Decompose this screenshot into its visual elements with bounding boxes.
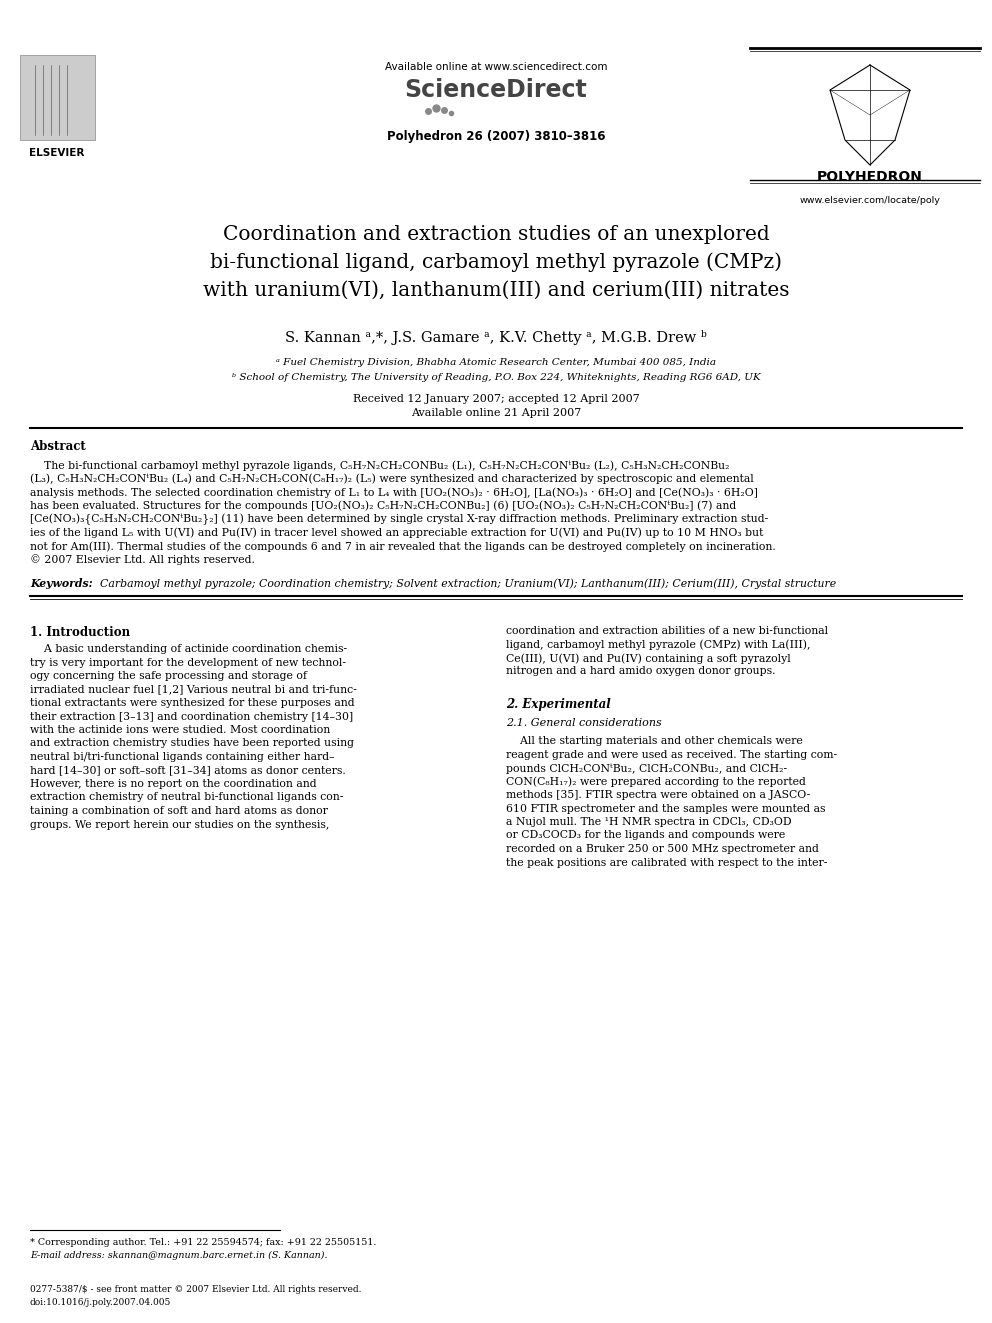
Text: E-mail address: skannan@magnum.barc.ernet.in (S. Kannan).: E-mail address: skannan@magnum.barc.erne…	[30, 1252, 327, 1259]
Text: taining a combination of soft and hard atoms as donor: taining a combination of soft and hard a…	[30, 806, 328, 816]
Text: nitrogen and a hard amido oxygen donor groups.: nitrogen and a hard amido oxygen donor g…	[506, 667, 776, 676]
Text: A basic understanding of actinide coordination chemis-: A basic understanding of actinide coordi…	[30, 644, 347, 654]
Text: CON(C₈H₁₇)₂ were prepared according to the reported: CON(C₈H₁₇)₂ were prepared according to t…	[506, 777, 806, 787]
Text: irradiated nuclear fuel [1,2] Various neutral bi and tri-func-: irradiated nuclear fuel [1,2] Various ne…	[30, 684, 357, 695]
Text: coordination and extraction abilities of a new bi-functional: coordination and extraction abilities of…	[506, 626, 828, 636]
Text: extraction chemistry of neutral bi-functional ligands con-: extraction chemistry of neutral bi-funct…	[30, 792, 343, 803]
Text: neutral bi/tri-functional ligands containing either hard–: neutral bi/tri-functional ligands contai…	[30, 751, 334, 762]
Text: and extraction chemistry studies have been reported using: and extraction chemistry studies have be…	[30, 738, 354, 749]
Text: The bi-functional carbamoyl methyl pyrazole ligands, C₅H₇N₂CH₂CONBu₂ (L₁), C₅H₇N: The bi-functional carbamoyl methyl pyraz…	[30, 460, 729, 471]
Text: groups. We report herein our studies on the synthesis,: groups. We report herein our studies on …	[30, 819, 329, 830]
Text: Available online 21 April 2007: Available online 21 April 2007	[411, 407, 581, 418]
Text: not for Am(III). Thermal studies of the compounds 6 and 7 in air revealed that t: not for Am(III). Thermal studies of the …	[30, 541, 776, 552]
Text: recorded on a Bruker 250 or 500 MHz spectrometer and: recorded on a Bruker 250 or 500 MHz spec…	[506, 844, 818, 855]
Text: analysis methods. The selected coordination chemistry of L₁ to L₄ with [UO₂(NO₃): analysis methods. The selected coordinat…	[30, 487, 758, 497]
Text: ᵇ School of Chemistry, The University of Reading, P.O. Box 224, Whiteknights, Re: ᵇ School of Chemistry, The University of…	[231, 373, 761, 382]
Text: has been evaluated. Structures for the compounds [UO₂(NO₃)₂ C₅H₇N₂CH₂CONBu₂] (6): has been evaluated. Structures for the c…	[30, 500, 736, 511]
Text: ogy concerning the safe processing and storage of: ogy concerning the safe processing and s…	[30, 671, 307, 681]
Text: Polyhedron 26 (2007) 3810–3816: Polyhedron 26 (2007) 3810–3816	[387, 130, 605, 143]
Text: 2. Experimental: 2. Experimental	[506, 699, 611, 710]
Text: 0277-5387/$ - see front matter © 2007 Elsevier Ltd. All rights reserved.: 0277-5387/$ - see front matter © 2007 El…	[30, 1285, 361, 1294]
Text: hard [14–30] or soft–soft [31–34] atoms as donor centers.: hard [14–30] or soft–soft [31–34] atoms …	[30, 766, 346, 775]
Text: a Nujol mull. The ¹H NMR spectra in CDCl₃, CD₃OD: a Nujol mull. The ¹H NMR spectra in CDCl…	[506, 818, 792, 827]
Text: (L₃), C₅H₃N₂CH₂CONᵗBu₂ (L₄) and C₅H₇N₂CH₂CON(C₈H₁₇)₂ (L₅) were synthesized and c: (L₃), C₅H₃N₂CH₂CONᵗBu₂ (L₄) and C₅H₇N₂CH…	[30, 474, 754, 484]
Text: [Ce(NO₃)₃{C₅H₃N₂CH₂CONᵗBu₂}₂] (11) have been determined by single crystal X-ray : [Ce(NO₃)₃{C₅H₃N₂CH₂CONᵗBu₂}₂] (11) have …	[30, 515, 768, 525]
Text: ᵃ Fuel Chemistry Division, Bhabha Atomic Research Center, Mumbai 400 085, India: ᵃ Fuel Chemistry Division, Bhabha Atomic…	[276, 359, 716, 366]
Bar	[20, 56, 95, 140]
Text: pounds ClCH₂CONᵗBu₂, ClCH₂CONBu₂, and ClCH₂-: pounds ClCH₂CONᵗBu₂, ClCH₂CONBu₂, and Cl…	[506, 763, 787, 774]
Text: try is very important for the development of new technol-: try is very important for the developmen…	[30, 658, 346, 668]
Text: Abstract: Abstract	[30, 441, 85, 452]
Text: * Corresponding author. Tel.: +91 22 25594574; fax: +91 22 25505151.: * Corresponding author. Tel.: +91 22 255…	[30, 1238, 376, 1248]
Text: S. Kannan ᵃ,*, J.S. Gamare ᵃ, K.V. Chetty ᵃ, M.G.B. Drew ᵇ: S. Kannan ᵃ,*, J.S. Gamare ᵃ, K.V. Chett…	[285, 329, 707, 345]
Text: www.elsevier.com/locate/poly: www.elsevier.com/locate/poly	[800, 196, 940, 205]
Text: Carbamoyl methyl pyrazole; Coordination chemistry; Solvent extraction; Uranium(V: Carbamoyl methyl pyrazole; Coordination …	[93, 578, 836, 589]
Text: Coordination and extraction studies of an unexplored
bi-functional ligand, carba: Coordination and extraction studies of a…	[202, 225, 790, 299]
Text: methods [35]. FTIR spectra were obtained on a JASCO-: methods [35]. FTIR spectra were obtained…	[506, 790, 810, 800]
Text: with the actinide ions were studied. Most coordination: with the actinide ions were studied. Mos…	[30, 725, 330, 736]
Text: ELSEVIER: ELSEVIER	[30, 148, 84, 157]
Text: their extraction [3–13] and coordination chemistry [14–30]: their extraction [3–13] and coordination…	[30, 712, 353, 721]
Text: the peak positions are calibrated with respect to the inter-: the peak positions are calibrated with r…	[506, 857, 827, 868]
Text: 2.1. General considerations: 2.1. General considerations	[506, 718, 662, 728]
Text: All the starting materials and other chemicals were: All the starting materials and other che…	[506, 736, 803, 746]
Text: doi:10.1016/j.poly.2007.04.005: doi:10.1016/j.poly.2007.04.005	[30, 1298, 172, 1307]
Text: Available online at www.sciencedirect.com: Available online at www.sciencedirect.co…	[385, 62, 607, 71]
Text: ligand, carbamoyl methyl pyrazole (CMPz) with La(III),: ligand, carbamoyl methyl pyrazole (CMPz)…	[506, 639, 810, 650]
Text: or CD₃COCD₃ for the ligands and compounds were: or CD₃COCD₃ for the ligands and compound…	[506, 831, 786, 840]
Text: Ce(III), U(VI) and Pu(IV) containing a soft pyrazolyl: Ce(III), U(VI) and Pu(IV) containing a s…	[506, 654, 791, 664]
Text: Keywords:: Keywords:	[30, 578, 92, 589]
Text: POLYHEDRON: POLYHEDRON	[817, 169, 923, 184]
Text: reagent grade and were used as received. The starting com-: reagent grade and were used as received.…	[506, 750, 837, 759]
Text: 1. Introduction: 1. Introduction	[30, 626, 130, 639]
Text: tional extractants were synthesized for these purposes and: tional extractants were synthesized for …	[30, 699, 354, 708]
Text: ies of the ligand L₅ with U(VI) and Pu(IV) in tracer level showed an appreciable: ies of the ligand L₅ with U(VI) and Pu(I…	[30, 528, 764, 538]
Text: Received 12 January 2007; accepted 12 April 2007: Received 12 January 2007; accepted 12 Ap…	[352, 394, 640, 404]
Text: 610 FTIR spectrometer and the samples were mounted as: 610 FTIR spectrometer and the samples we…	[506, 803, 825, 814]
Text: © 2007 Elsevier Ltd. All rights reserved.: © 2007 Elsevier Ltd. All rights reserved…	[30, 554, 255, 565]
Text: However, there is no report on the coordination and: However, there is no report on the coord…	[30, 779, 316, 789]
Text: ScienceDirect: ScienceDirect	[405, 78, 587, 102]
